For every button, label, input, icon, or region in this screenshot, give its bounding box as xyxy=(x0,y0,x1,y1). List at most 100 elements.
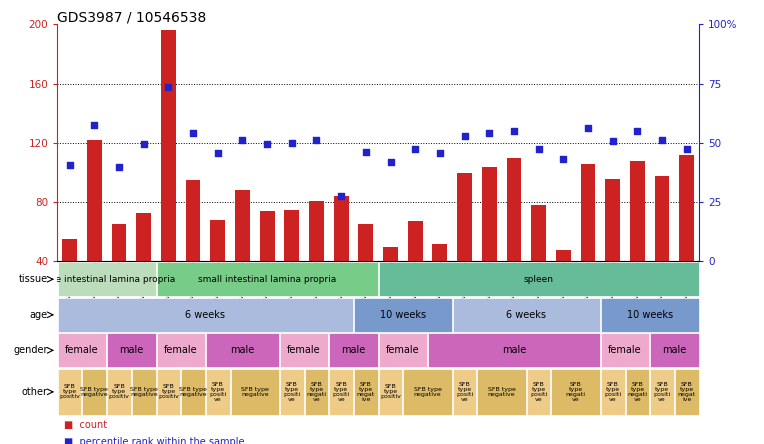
Text: SFB
type
positiv: SFB type positiv xyxy=(380,385,401,399)
Bar xyxy=(136,213,151,262)
Bar xyxy=(112,224,126,262)
Text: SFB
type
positiv: SFB type positiv xyxy=(158,385,179,399)
Text: SFB
type
positi
ve: SFB type positi ve xyxy=(209,382,226,402)
Point xyxy=(63,162,76,169)
Bar xyxy=(605,178,620,262)
Text: ■  count: ■ count xyxy=(63,420,107,430)
Text: SFB type
negative: SFB type negative xyxy=(241,387,269,397)
Bar xyxy=(650,369,674,415)
Bar xyxy=(157,262,377,296)
Point xyxy=(681,145,693,152)
Bar xyxy=(432,244,447,262)
Text: SFB
type
positi
ve: SFB type positi ve xyxy=(332,382,350,402)
Bar xyxy=(630,161,645,262)
Bar xyxy=(186,180,200,262)
Text: male: male xyxy=(230,345,254,355)
Point xyxy=(631,127,643,135)
Bar xyxy=(601,298,698,332)
Text: SFB
type
positi
ve: SFB type positi ve xyxy=(604,382,621,402)
Point xyxy=(533,145,545,152)
Text: female: female xyxy=(608,345,642,355)
Bar xyxy=(531,205,546,262)
Text: SFB type
negative: SFB type negative xyxy=(80,387,108,397)
Point xyxy=(582,125,594,132)
Bar xyxy=(284,210,299,262)
Point xyxy=(483,129,495,136)
Point xyxy=(138,141,150,148)
Bar xyxy=(280,369,303,415)
Text: female: female xyxy=(164,345,198,355)
Bar xyxy=(428,333,600,368)
Bar xyxy=(457,173,472,262)
Point xyxy=(335,193,348,200)
Text: tissue: tissue xyxy=(18,274,47,284)
Text: female: female xyxy=(386,345,419,355)
Bar xyxy=(675,369,698,415)
Bar xyxy=(526,369,551,415)
Bar xyxy=(679,155,694,262)
Text: small intestinal lamina propria: small intestinal lamina propria xyxy=(198,275,336,284)
Bar xyxy=(453,369,477,415)
Text: SFB type
negative: SFB type negative xyxy=(179,387,207,397)
Point xyxy=(360,148,372,155)
Point xyxy=(607,138,619,145)
Bar xyxy=(157,369,180,415)
Bar xyxy=(206,369,230,415)
Bar xyxy=(260,211,274,262)
Point xyxy=(409,145,421,152)
Point xyxy=(286,139,298,147)
Bar xyxy=(379,262,698,296)
Text: SFB
type
positiv: SFB type positiv xyxy=(59,385,80,399)
Bar xyxy=(581,164,595,262)
Point xyxy=(261,141,274,148)
Bar xyxy=(107,369,131,415)
Point xyxy=(113,163,125,170)
Bar xyxy=(403,369,452,415)
Bar xyxy=(132,369,156,415)
Text: SFB
type
positi
ve: SFB type positi ve xyxy=(653,382,671,402)
Bar xyxy=(478,369,526,415)
Bar xyxy=(231,369,279,415)
Text: large intestinal lamina propria: large intestinal lamina propria xyxy=(38,275,175,284)
Point xyxy=(88,122,100,129)
Bar xyxy=(305,369,329,415)
Bar xyxy=(58,333,106,368)
Bar xyxy=(507,158,521,262)
Bar xyxy=(650,333,698,368)
Bar xyxy=(408,222,422,262)
Text: male: male xyxy=(662,345,687,355)
Text: GDS3987 / 10546538: GDS3987 / 10546538 xyxy=(57,10,206,24)
Text: SFB type
negative: SFB type negative xyxy=(487,387,516,397)
Bar xyxy=(235,190,250,262)
Bar xyxy=(309,201,324,262)
Bar xyxy=(354,298,452,332)
Bar xyxy=(157,333,205,368)
Bar xyxy=(453,298,600,332)
Text: gender: gender xyxy=(13,345,47,355)
Point xyxy=(656,136,668,143)
Bar xyxy=(354,369,377,415)
Bar xyxy=(107,333,156,368)
Text: SFB
type
negati
ve: SFB type negati ve xyxy=(565,382,586,402)
Point xyxy=(310,136,322,143)
Bar xyxy=(58,298,353,332)
Bar xyxy=(379,333,427,368)
Text: ■  percentile rank within the sample: ■ percentile rank within the sample xyxy=(63,437,244,444)
Bar xyxy=(358,224,374,262)
Bar xyxy=(58,262,156,296)
Point xyxy=(557,156,569,163)
Text: male: male xyxy=(502,345,526,355)
Bar xyxy=(379,369,403,415)
Bar xyxy=(556,250,571,262)
Point xyxy=(384,159,397,166)
Text: male: male xyxy=(342,345,366,355)
Bar xyxy=(626,369,649,415)
Text: SFB type
negative: SFB type negative xyxy=(413,387,442,397)
Text: female: female xyxy=(65,345,99,355)
Point xyxy=(187,129,199,136)
Bar xyxy=(161,30,176,262)
Text: 10 weeks: 10 weeks xyxy=(380,310,426,320)
Text: 10 weeks: 10 weeks xyxy=(626,310,673,320)
Bar xyxy=(655,175,669,262)
Bar xyxy=(329,333,377,368)
